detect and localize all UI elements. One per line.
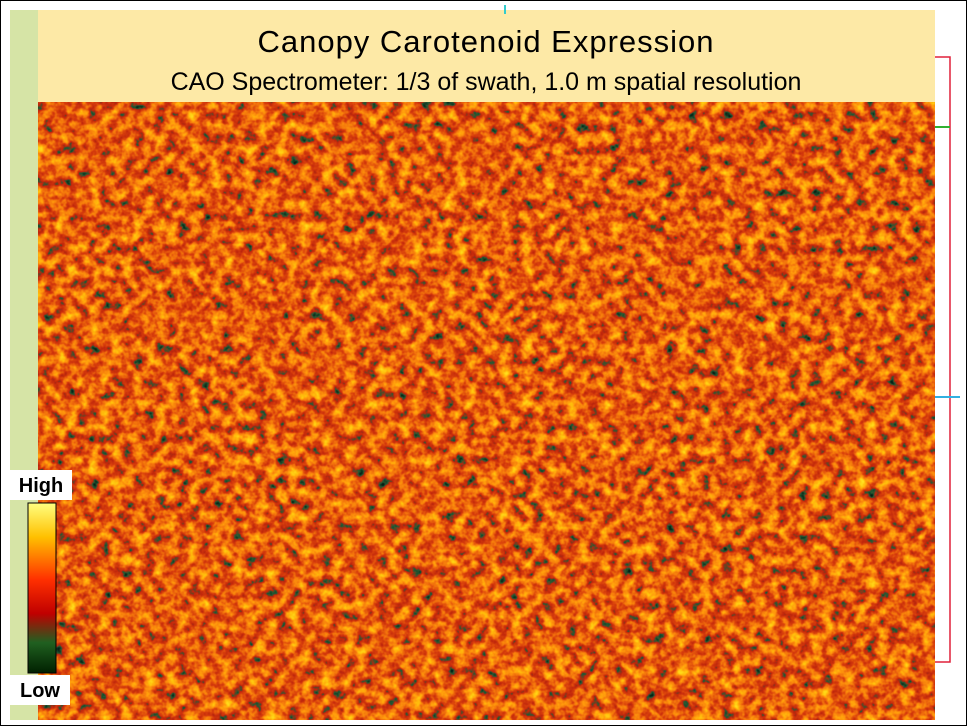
subtitle: CAO Spectrometer: 1/3 of swath, 1.0 m sp… (171, 68, 802, 96)
slide-canvas: Canopy Carotenoid Expression CAO Spectro… (0, 0, 967, 726)
legend-low: Low (20, 680, 60, 702)
canopy-image (38, 102, 935, 720)
title: Canopy Carotenoid Expression (257, 24, 714, 59)
legend-bar (28, 503, 56, 673)
legend-high: High (19, 475, 63, 497)
slide: Canopy Carotenoid Expression CAO Spectro… (0, 0, 967, 726)
